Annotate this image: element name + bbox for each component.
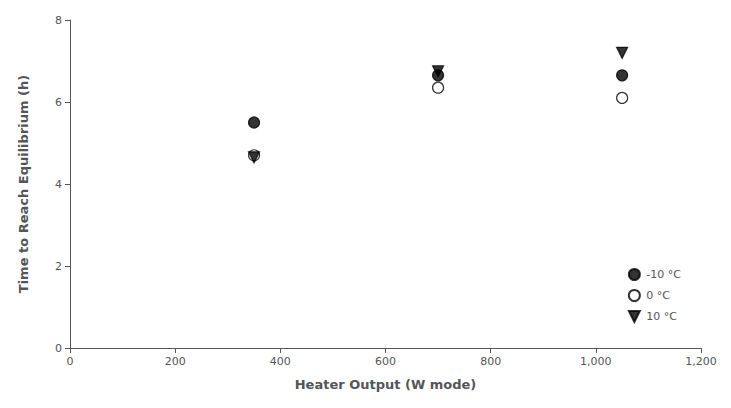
svg-text:600: 600 <box>375 355 396 368</box>
svg-text:200: 200 <box>165 355 186 368</box>
svg-text:1,200: 1,200 <box>685 355 717 368</box>
svg-text:8: 8 <box>55 14 62 27</box>
svg-text:400: 400 <box>270 355 291 368</box>
svg-text:-10 °C: -10 °C <box>646 268 681 281</box>
svg-text:0: 0 <box>67 355 74 368</box>
svg-text:4: 4 <box>55 178 62 191</box>
svg-text:6: 6 <box>55 96 62 109</box>
svg-text:0: 0 <box>55 342 62 355</box>
svg-text:2: 2 <box>55 260 62 273</box>
svg-text:Heater Output (W mode): Heater Output (W mode) <box>295 377 477 392</box>
svg-text:0 °C: 0 °C <box>646 289 670 302</box>
svg-text:1,000: 1,000 <box>580 355 612 368</box>
svg-text:10 °C: 10 °C <box>646 310 677 323</box>
svg-text:Time to Reach Equilibrium (h): Time to Reach Equilibrium (h) <box>16 75 31 293</box>
svg-text:800: 800 <box>480 355 501 368</box>
